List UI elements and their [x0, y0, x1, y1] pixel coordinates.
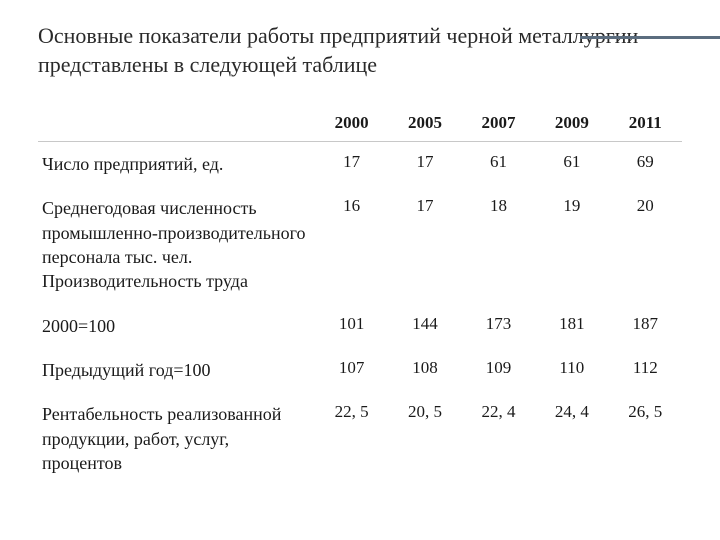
row-label: Рентабельность реализованной продукции, … [38, 392, 315, 485]
cell: 19 [535, 186, 608, 303]
cell: 187 [609, 304, 682, 348]
table-header-row: 2000 2005 2007 2009 2011 [38, 103, 682, 142]
cell: 22, 4 [462, 392, 535, 485]
cell: 20, 5 [388, 392, 461, 485]
col-header: 2011 [609, 103, 682, 142]
cell: 26, 5 [609, 392, 682, 485]
slide: Основные показатели работы предприятий ч… [0, 0, 720, 540]
table-row: Предыдущий год=100 107 108 109 110 112 [38, 348, 682, 392]
cell: 110 [535, 348, 608, 392]
cell: 101 [315, 304, 388, 348]
slide-title: Основные показатели работы предприятий ч… [38, 22, 682, 79]
col-header: 2000 [315, 103, 388, 142]
cell: 17 [388, 142, 461, 187]
cell: 173 [462, 304, 535, 348]
cell: 22, 5 [315, 392, 388, 485]
table-row: 2000=100 101 144 173 181 187 [38, 304, 682, 348]
row-label: Число предприятий, ед. [38, 142, 315, 187]
col-header: 2007 [462, 103, 535, 142]
cell: 108 [388, 348, 461, 392]
col-header: 2009 [535, 103, 608, 142]
header-blank [38, 103, 315, 142]
table-row: Рентабельность реализованной продукции, … [38, 392, 682, 485]
cell: 61 [535, 142, 608, 187]
cell: 69 [609, 142, 682, 187]
row-label: Предыдущий год=100 [38, 348, 315, 392]
cell: 17 [388, 186, 461, 303]
data-table: 2000 2005 2007 2009 2011 Число предприят… [38, 103, 682, 485]
table-row: Среднегодовая численность промышленно-пр… [38, 186, 682, 303]
cell: 112 [609, 348, 682, 392]
cell: 24, 4 [535, 392, 608, 485]
col-header: 2005 [388, 103, 461, 142]
table-row: Число предприятий, ед. 17 17 61 61 69 [38, 142, 682, 187]
cell: 181 [535, 304, 608, 348]
row-label: 2000=100 [38, 304, 315, 348]
accent-bar [580, 36, 720, 39]
cell: 144 [388, 304, 461, 348]
cell: 17 [315, 142, 388, 187]
cell: 20 [609, 186, 682, 303]
row-label: Среднегодовая численность промышленно-пр… [38, 186, 315, 303]
cell: 61 [462, 142, 535, 187]
cell: 18 [462, 186, 535, 303]
cell: 16 [315, 186, 388, 303]
cell: 109 [462, 348, 535, 392]
cell: 107 [315, 348, 388, 392]
